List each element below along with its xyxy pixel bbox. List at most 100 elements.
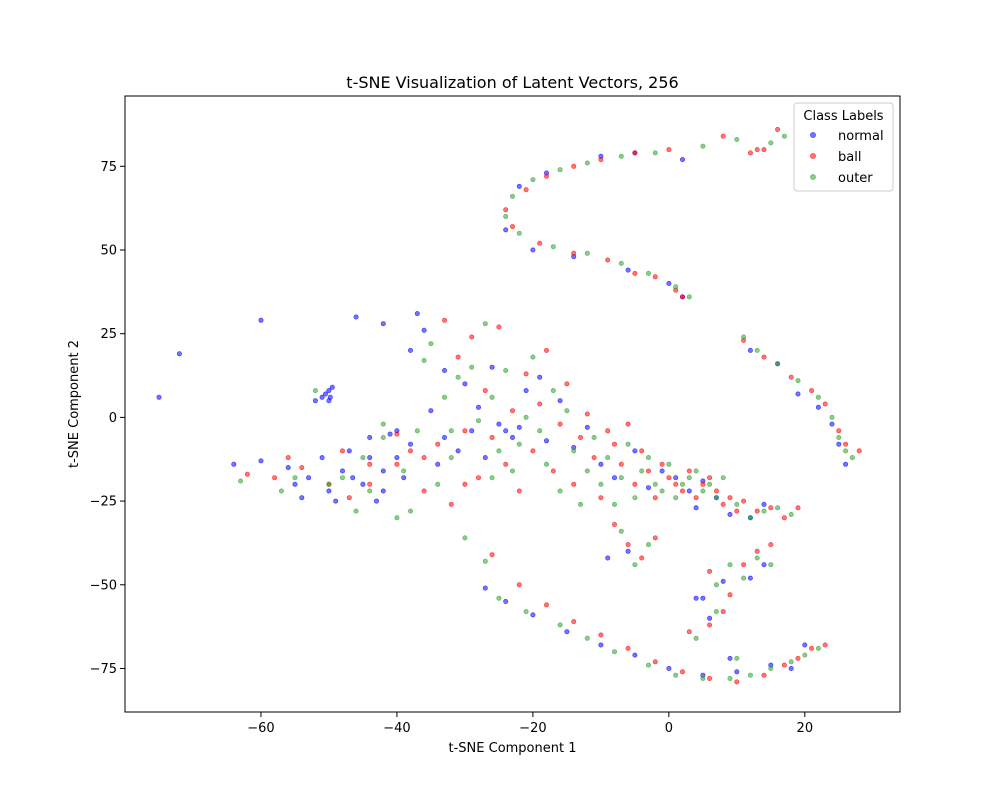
point-outer xyxy=(734,137,740,143)
point-outer xyxy=(353,508,359,514)
point-ball xyxy=(707,568,713,574)
point-outer xyxy=(428,341,434,347)
points-layer xyxy=(156,127,862,685)
point-ball xyxy=(421,488,427,494)
point-normal xyxy=(353,314,359,320)
point-ball xyxy=(795,655,801,661)
legend-label-ball: ball xyxy=(838,150,861,165)
point-normal xyxy=(258,317,264,323)
point-outer xyxy=(815,394,821,400)
point-outer xyxy=(843,448,849,454)
point-outer xyxy=(700,143,706,149)
point-normal xyxy=(322,391,328,397)
point-outer xyxy=(550,388,556,394)
point-normal xyxy=(435,461,441,467)
point-normal xyxy=(333,498,339,504)
point-outer xyxy=(713,609,719,615)
point-ball xyxy=(605,428,611,434)
point-outer xyxy=(482,321,488,327)
legend-marker-outer xyxy=(810,174,816,180)
point-normal xyxy=(700,595,706,601)
point-ball xyxy=(448,501,454,507)
point-ball xyxy=(666,147,672,153)
point-outer xyxy=(829,414,835,420)
point-normal xyxy=(611,475,617,481)
point-ball xyxy=(727,592,733,598)
point-normal xyxy=(557,398,563,404)
point-normal xyxy=(441,367,447,373)
point-normal xyxy=(829,421,835,427)
point-normal xyxy=(326,388,332,394)
point-normal xyxy=(428,408,434,414)
point-ball xyxy=(367,481,373,487)
point-outer xyxy=(489,475,495,481)
y-tick-label: −75 xyxy=(90,662,117,677)
point-ball xyxy=(550,468,556,474)
point-normal xyxy=(747,575,753,581)
point-ball xyxy=(639,555,645,561)
point-ball xyxy=(557,421,563,427)
point-outer xyxy=(618,260,624,266)
y-axis-label: t-SNE Component 2 xyxy=(67,340,82,468)
plot-area xyxy=(124,95,901,713)
point-ball xyxy=(543,602,549,608)
point-outer xyxy=(686,294,692,300)
point-outer xyxy=(652,150,658,156)
point-normal xyxy=(367,455,373,461)
point-outer xyxy=(557,167,563,173)
point-outer xyxy=(652,481,658,487)
point-normal xyxy=(350,475,356,481)
point-ball xyxy=(754,548,760,554)
point-normal xyxy=(329,384,335,390)
point-normal xyxy=(761,501,767,507)
point-ball xyxy=(720,501,726,507)
point-normal xyxy=(543,438,549,444)
point-normal xyxy=(666,280,672,286)
point-ball xyxy=(299,465,305,471)
point-outer xyxy=(781,133,787,139)
point-outer xyxy=(768,140,774,146)
point-ball xyxy=(530,448,536,454)
point-outer xyxy=(482,558,488,564)
point-ball xyxy=(707,475,713,481)
point-ball xyxy=(754,508,760,514)
point-outer xyxy=(550,244,556,250)
point-ball xyxy=(475,475,481,481)
point-ball xyxy=(394,461,400,467)
point-outer xyxy=(523,414,529,420)
point-outer xyxy=(496,448,502,454)
point-outer xyxy=(754,555,760,561)
point-ball xyxy=(741,562,747,568)
point-normal xyxy=(462,381,468,387)
point-outer xyxy=(754,347,760,353)
point-normal xyxy=(326,488,332,494)
point-outer xyxy=(435,481,441,487)
legend: Class Labels normal ball outer xyxy=(793,102,894,192)
point-normal xyxy=(156,394,162,400)
point-outer xyxy=(448,455,454,461)
point-ball xyxy=(652,274,658,280)
point-ball xyxy=(741,498,747,504)
point-normal xyxy=(516,424,522,430)
point-normal xyxy=(292,481,298,487)
point-normal xyxy=(720,578,726,584)
point-normal xyxy=(339,468,345,474)
point-outer xyxy=(618,475,624,481)
x-tick-label: 0 xyxy=(665,721,673,736)
point-ball xyxy=(747,150,753,156)
point-outer xyxy=(360,455,366,461)
point-outer xyxy=(509,468,515,474)
point-outer xyxy=(679,481,685,487)
point-ball xyxy=(285,455,291,461)
point-ball xyxy=(679,669,685,675)
point-outer xyxy=(618,153,624,159)
point-ball xyxy=(809,645,815,651)
point-normal xyxy=(625,548,631,554)
point-normal xyxy=(673,475,679,481)
point-outer xyxy=(503,367,509,373)
point-outer xyxy=(747,672,753,678)
point-outer xyxy=(802,652,808,658)
point-normal xyxy=(421,327,427,333)
point-outer xyxy=(380,421,386,427)
y-tick-label: 75 xyxy=(100,160,117,175)
